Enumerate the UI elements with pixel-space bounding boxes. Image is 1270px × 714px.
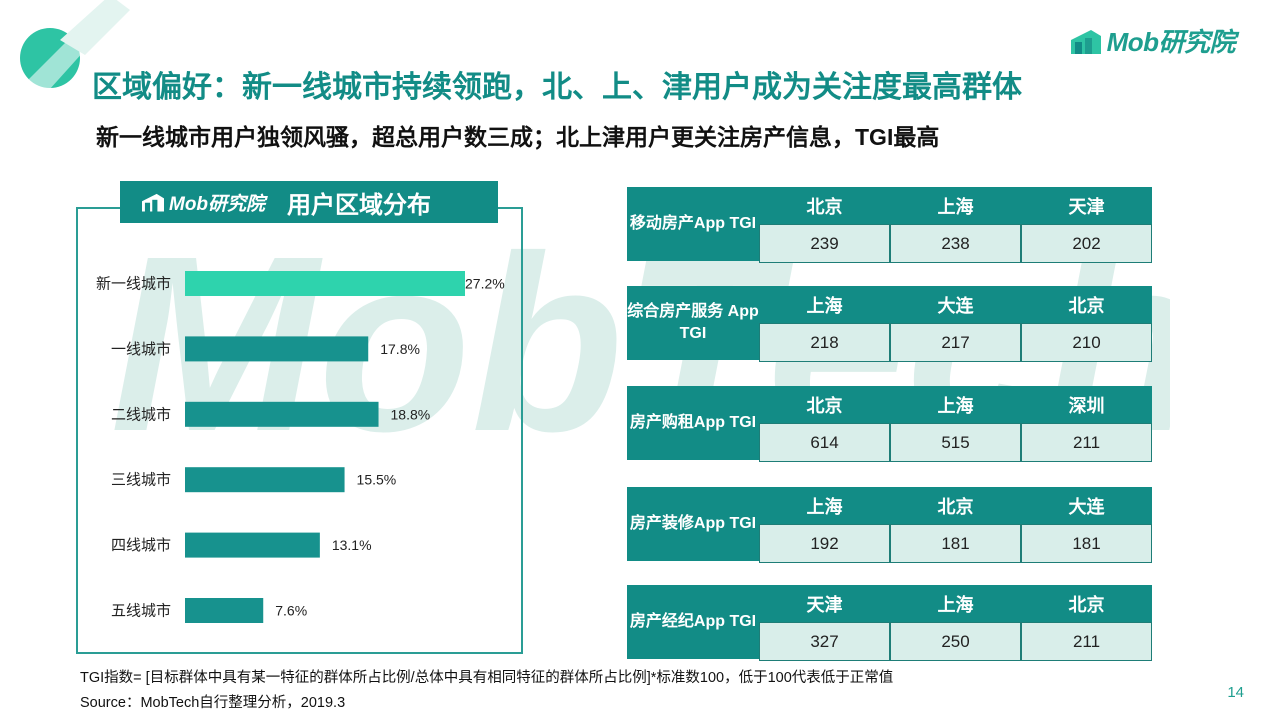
tgi-value-cell: 238	[890, 224, 1021, 263]
chart-panel-header: Mob研究院 用户区域分布	[120, 181, 498, 223]
bar	[185, 532, 320, 558]
tgi-city-cell: 北京	[1021, 585, 1152, 622]
tgi-city-cell: 北京	[759, 386, 890, 423]
panel-logo: Mob研究院	[140, 189, 265, 216]
bar-value-label: 7.6%	[275, 603, 307, 619]
tgi-table-label: 移动房产App TGI	[627, 187, 759, 261]
region-bar-chart: 新一线城市 27.2% 一线城市 17.8% 二线城市 18.8% 三线城市 15.5% 四线城…	[96, 271, 505, 623]
tgi-value-cell: 202	[1021, 224, 1152, 263]
bar-value-label: 27.2%	[465, 276, 505, 292]
tgi-value-cell: 211	[1021, 622, 1152, 661]
chart-title: 用户区域分布	[287, 191, 432, 219]
category-label: 一线城市	[111, 341, 171, 358]
tgi-city-cell: 上海	[890, 585, 1021, 622]
category-label: 五线城市	[111, 603, 171, 620]
tgi-value-cell: 250	[890, 622, 1021, 661]
tgi-table: 房产经纪App TGI 天津 327 上海 250 北京 211	[627, 585, 1153, 661]
category-label: 新一线城市	[96, 276, 171, 293]
category-label: 二线城市	[111, 406, 171, 423]
tgi-city-cell: 北京	[759, 187, 890, 224]
page-subtitle: 新一线城市用户独领风骚，超总用户数三成；北上津用户更关注房产信息，TGI最高	[96, 124, 940, 150]
tgi-grid: 天津 327 上海 250 北京 211	[759, 585, 1153, 661]
tgi-value-cell: 181	[1021, 524, 1152, 563]
corner-decoration	[20, 0, 130, 100]
tgi-city-cell: 上海	[759, 286, 890, 323]
bar-value-label: 15.5%	[357, 472, 397, 488]
tgi-value-cell: 217	[890, 323, 1021, 362]
bar	[185, 467, 345, 493]
tgi-grid: 北京 239 上海 238 天津 202	[759, 187, 1153, 263]
page-title: 区域偏好：新一线城市持续领跑，北、上、津用户成为关注度最高群体	[92, 71, 1022, 104]
tgi-table: 房产购租App TGI 北京 614 上海 515 深圳 211	[627, 386, 1153, 462]
tgi-table: 房产装修App TGI 上海 192 北京 181 大连 181	[627, 487, 1153, 563]
tgi-table-label: 房产购租App TGI	[627, 386, 759, 460]
tgi-city-cell: 天津	[759, 585, 890, 622]
category-label: 三线城市	[111, 472, 171, 489]
tgi-city-cell: 上海	[890, 386, 1021, 423]
bar	[185, 401, 379, 427]
mob-house-icon	[142, 193, 164, 212]
tgi-value-cell: 327	[759, 622, 890, 661]
tgi-city-cell: 大连	[1021, 487, 1152, 524]
tgi-value-cell: 614	[759, 423, 890, 462]
brand-logo: Mob研究院	[1069, 22, 1236, 59]
tgi-table: 综合房产服务 App TGI 上海 218 大连 217 北京 210	[627, 286, 1153, 362]
tgi-value-cell: 211	[1021, 423, 1152, 462]
tgi-table-label: 房产经纪App TGI	[627, 585, 759, 659]
bar-value-label: 18.8%	[391, 406, 431, 422]
tgi-city-cell: 天津	[1021, 187, 1152, 224]
tgi-grid: 上海 218 大连 217 北京 210	[759, 286, 1153, 362]
tgi-city-cell: 北京	[1021, 286, 1152, 323]
tgi-value-cell: 218	[759, 323, 890, 362]
tgi-value-cell: 181	[890, 524, 1021, 563]
tgi-value-cell: 210	[1021, 323, 1152, 362]
tgi-city-cell: 大连	[890, 286, 1021, 323]
bar-value-label: 13.1%	[332, 537, 372, 553]
tgi-grid: 上海 192 北京 181 大连 181	[759, 487, 1153, 563]
brand-name: Mob研究院	[1106, 27, 1236, 57]
bar	[185, 598, 264, 623]
page-number: 14	[1227, 684, 1244, 701]
bar	[185, 271, 465, 296]
panel-brand: Mob研究院	[169, 193, 266, 215]
tgi-city-cell: 北京	[890, 487, 1021, 524]
tgi-value-cell: 192	[759, 524, 890, 563]
tgi-table-label: 综合房产服务 App TGI	[627, 286, 759, 360]
tgi-footnote: TGI指数= [目标群体中具有某一特征的群体所占比例/总体中具有相同特征的群体所…	[80, 670, 894, 686]
category-label: 四线城市	[111, 537, 171, 554]
source-note: Source：MobTech自行整理分析，2019.3	[80, 695, 346, 711]
mob-house-icon	[1070, 29, 1101, 54]
bar-value-label: 17.8%	[380, 341, 420, 357]
bar	[185, 336, 369, 362]
tgi-value-cell: 239	[759, 224, 890, 263]
tgi-table-label: 房产装修App TGI	[627, 487, 759, 561]
tgi-city-cell: 上海	[759, 487, 890, 524]
tgi-value-cell: 515	[890, 423, 1021, 462]
tgi-city-cell: 深圳	[1021, 386, 1152, 423]
tgi-grid: 北京 614 上海 515 深圳 211	[759, 386, 1153, 462]
tgi-table: 移动房产App TGI 北京 239 上海 238 天津 202	[627, 187, 1153, 263]
tgi-city-cell: 上海	[890, 187, 1021, 224]
